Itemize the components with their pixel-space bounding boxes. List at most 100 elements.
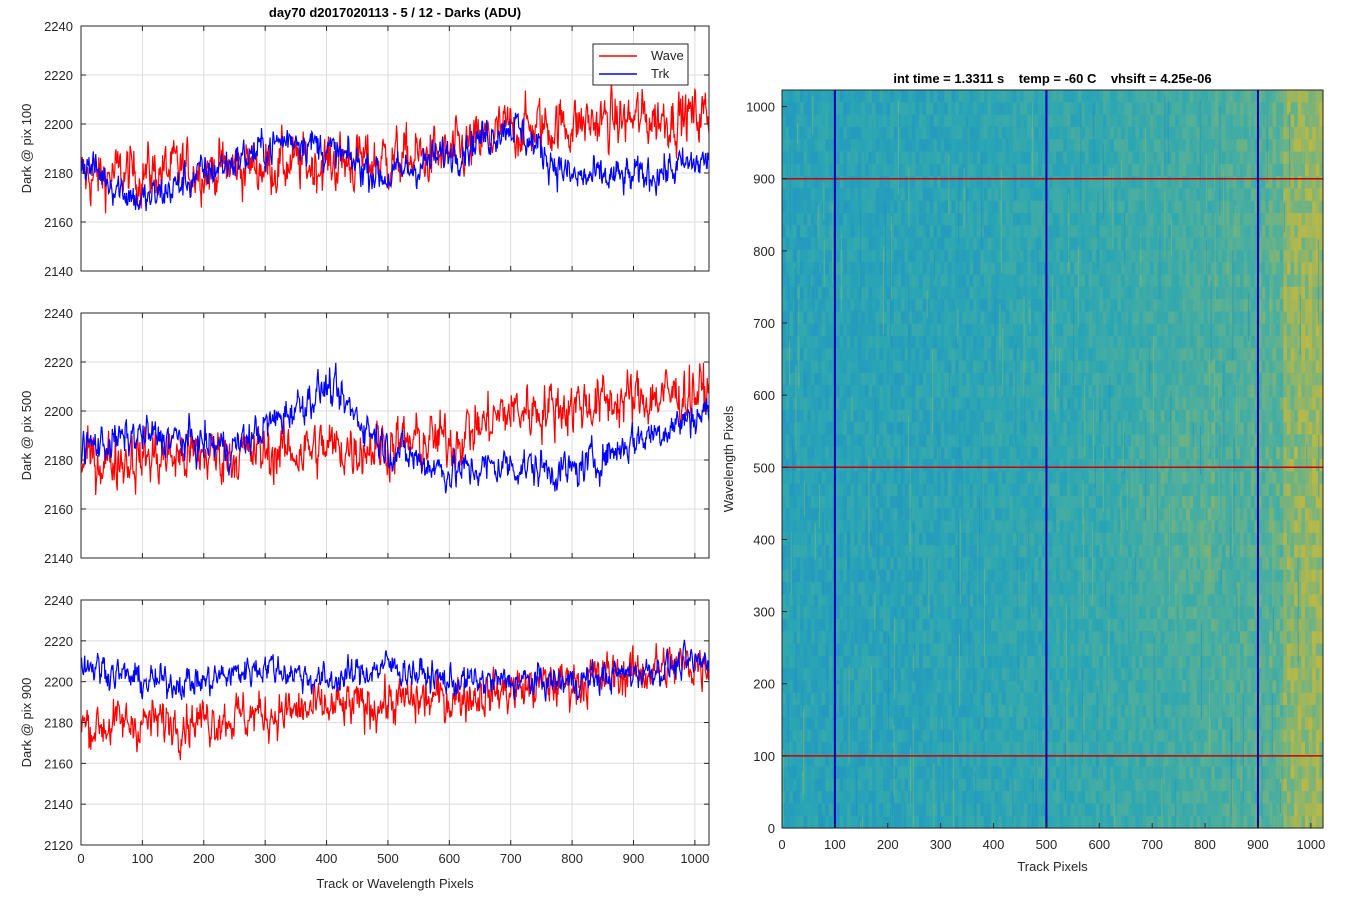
heatmap-cell [807, 90, 812, 103]
heatmap-cell [843, 729, 848, 743]
heatmap-cell [803, 397, 808, 411]
heatmap-cell [846, 471, 852, 485]
heatmap-cell [814, 360, 819, 374]
heatmap-cell [868, 643, 873, 657]
heatmap-cell [1009, 188, 1014, 202]
heatmap-cell [983, 151, 989, 165]
heatmap-cell [785, 422, 790, 435]
heatmap-cell [965, 372, 971, 386]
heatmap-cell [789, 409, 794, 423]
heatmap-cell [843, 213, 848, 226]
heatmap-cell [965, 606, 971, 620]
heatmap-cell [940, 434, 945, 448]
heatmap-cell [800, 237, 805, 251]
heatmap-cell [792, 741, 798, 755]
heatmap-cell [926, 520, 931, 534]
heatmap-cell [789, 705, 794, 718]
heatmap-cell [1052, 200, 1057, 214]
heatmap-cell [843, 311, 848, 325]
heatmap-cell [810, 372, 816, 386]
heatmap-cell [868, 434, 873, 448]
heatmap-cell [926, 114, 931, 128]
heatmap-cell [879, 176, 884, 189]
heatmap-cell [937, 631, 942, 645]
heatmap-cell [998, 151, 1003, 165]
heatmap-cell [940, 299, 945, 312]
heatmap-cell [929, 237, 935, 251]
heatmap-cell [973, 422, 978, 435]
heatmap-cell [890, 569, 895, 583]
heatmap-cell [882, 668, 888, 681]
heatmap-cell [864, 323, 870, 337]
heatmap-cell [922, 249, 927, 263]
heatmap-cell [800, 249, 805, 263]
heatmap-cell [857, 532, 862, 546]
heatmap-cell [933, 791, 938, 804]
heatmap-cell [911, 729, 917, 743]
heatmap-cell [965, 680, 971, 694]
heatmap-cell [1002, 323, 1007, 337]
heatmap-cell [958, 483, 963, 497]
heatmap-cell [803, 434, 808, 448]
heatmap-cell [1020, 557, 1025, 571]
heatmap-cell [1041, 705, 1046, 718]
heatmap-cell [1041, 594, 1046, 608]
heatmap-cell [1066, 557, 1072, 571]
heatmap-cell [861, 213, 866, 226]
heatmap-cell [1066, 360, 1072, 374]
heatmap-cell [998, 360, 1003, 374]
heatmap-cell [937, 582, 942, 595]
heatmap-cell [998, 705, 1003, 718]
heatmap-cell [872, 274, 877, 288]
heatmap-cell [1034, 200, 1039, 214]
heatmap-cell [933, 606, 938, 620]
heatmap-cell [803, 557, 808, 571]
heatmap-cell [933, 643, 938, 657]
heatmap-cell [1048, 643, 1054, 657]
heatmap-cell [901, 114, 906, 128]
heatmap-cell [1005, 311, 1010, 325]
heatmap-cell [785, 778, 790, 792]
heatmap-cell [890, 495, 895, 509]
heatmap-cell [911, 471, 917, 485]
heatmap-cell [897, 397, 902, 411]
heatmap-cell [886, 139, 891, 153]
heatmap-cell [998, 766, 1003, 780]
heatmap-cell [818, 434, 823, 448]
heatmap-cell [792, 262, 798, 276]
heatmap-cell [875, 213, 880, 226]
heatmap-cell [1012, 422, 1018, 435]
heatmap-cell [904, 471, 909, 485]
heatmap-cell [1027, 655, 1032, 669]
heatmap-cell [800, 372, 805, 386]
heatmap-cell [911, 176, 917, 189]
heatmap-cell [821, 508, 826, 522]
heatmap-cell [843, 643, 848, 657]
heatmap-cell [796, 102, 801, 116]
heatmap-cell [854, 495, 859, 509]
heatmap-cell [1041, 569, 1046, 583]
heatmap-cell [821, 532, 826, 546]
heatmap-cell [947, 422, 953, 435]
x-tick-label: 800 [561, 851, 583, 866]
heatmap-cell [1052, 163, 1057, 177]
heatmap-cell [803, 791, 808, 804]
heatmap-cell [1027, 311, 1032, 325]
heatmap-cell [789, 422, 794, 435]
heatmap-cell [828, 249, 834, 263]
heatmap-cell [850, 741, 855, 755]
heatmap-cell [796, 655, 801, 669]
heatmap-cell [965, 471, 971, 485]
heatmap-cell [926, 237, 931, 251]
heatmap-cell [789, 606, 794, 620]
heatmap-cell [983, 643, 989, 657]
heatmap-cell [1002, 754, 1007, 768]
heatmap-cell [933, 729, 938, 743]
heatmap-cell [789, 311, 794, 325]
heatmap-cell [872, 594, 877, 608]
heatmap-cell [828, 791, 834, 804]
heatmap-cell [1016, 90, 1021, 103]
heatmap-cell [973, 360, 978, 374]
heatmap-cell [1034, 459, 1039, 472]
heatmap-cell [951, 360, 956, 374]
